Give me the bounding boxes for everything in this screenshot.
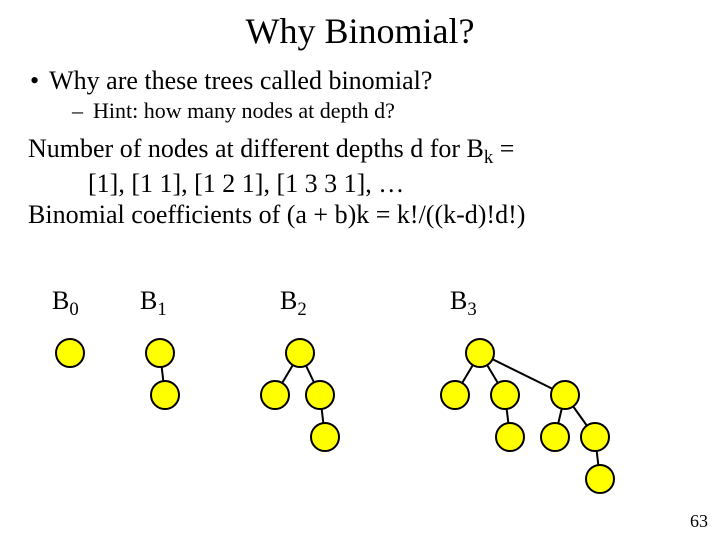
tree-node [150,380,180,410]
label-b3-base: B [450,286,467,315]
bullet-dash: – [72,98,83,123]
para-line-2: [1], [1 1], [1 2 1], [1 3 3 1], … [88,169,720,200]
bullet-dot: • [30,66,39,95]
slide: Why Binomial? • Why are these trees calle… [0,0,720,540]
label-b2: B2 [280,286,307,321]
page-number: 63 [690,511,708,532]
label-b1: B1 [140,286,167,321]
slide-title: Why Binomial? [0,10,720,52]
para1a: Number of nodes at different depths d fo… [28,134,484,163]
label-b1-base: B [140,286,157,315]
label-b1-sub: 1 [157,299,166,320]
label-b0: B0 [52,286,79,321]
bullet-sub: –Hint: how many nodes at depth d? [72,98,720,124]
para1sub: k [484,147,493,168]
tree-node [580,422,610,452]
tree-node [305,380,335,410]
tree-node [540,422,570,452]
label-b2-base: B [280,286,297,315]
tree-node [490,380,520,410]
bullet-main: • Why are these trees called binomial? [30,66,720,96]
tree-node [550,380,580,410]
tree-node [585,464,615,494]
paragraph: Number of nodes at different depths d fo… [28,134,720,231]
tree-edges [0,320,720,520]
label-b0-base: B [52,286,69,315]
para1b: = [493,134,514,163]
label-b2-sub: 2 [297,299,306,320]
tree-node [145,338,175,368]
para-line-3: Binomial coefficients of (a + b)k = k!/(… [28,200,720,231]
para-line-1: Number of nodes at different depths d fo… [28,134,720,169]
tree-node [495,422,525,452]
tree-node [465,338,495,368]
bullet-sub-text: Hint: how many nodes at depth d? [93,98,395,123]
tree-node [310,422,340,452]
tree-diagram [0,320,720,520]
tree-node [260,380,290,410]
tree-node [285,338,315,368]
label-b3-sub: 3 [467,299,476,320]
label-b3: B3 [450,286,477,321]
tree-node [440,380,470,410]
label-b0-sub: 0 [69,299,78,320]
tree-node [55,338,85,368]
bullet-main-text: Why are these trees called binomial? [49,66,432,95]
